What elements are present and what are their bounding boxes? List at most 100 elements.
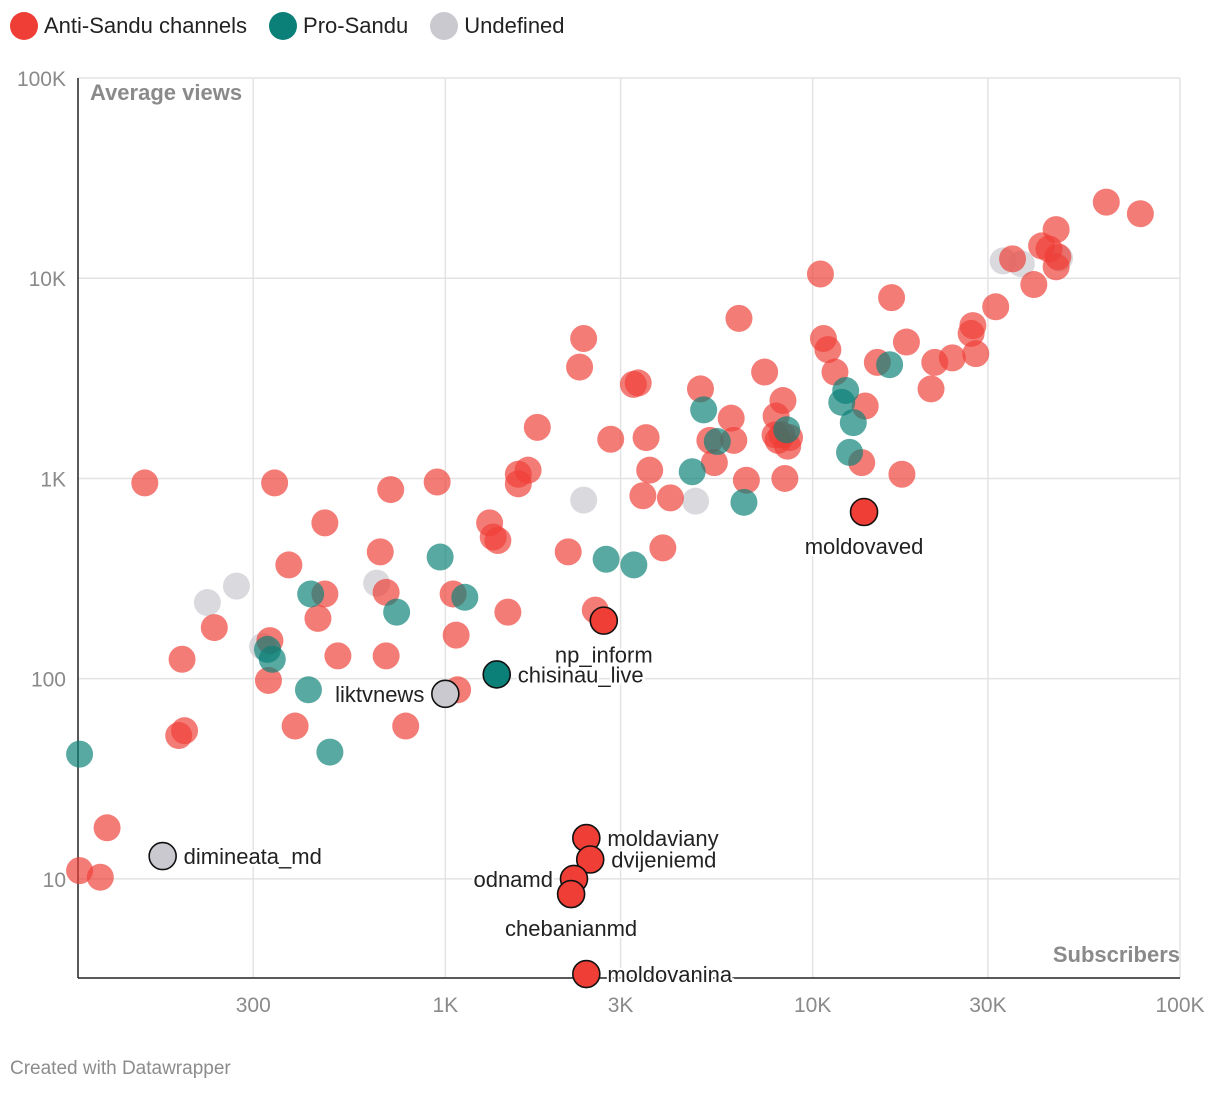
- point-pro: [297, 580, 325, 608]
- x-tick-label: 10K: [794, 994, 831, 1017]
- axes: 300 1K 3K 10K 30K 100K 10 100 1K 10K 100K: [17, 68, 1205, 1017]
- point-pro: [836, 438, 864, 466]
- point-anti: [200, 614, 228, 642]
- point-anti: [494, 598, 522, 626]
- point-anti: [892, 328, 920, 356]
- point-anti: [717, 404, 745, 432]
- point-pro: [773, 416, 801, 444]
- point-anti: [324, 642, 352, 670]
- point-pro: [703, 427, 731, 455]
- point-anti: [570, 325, 598, 353]
- point-anti: [751, 358, 779, 386]
- point-undefined: [682, 487, 710, 515]
- point-dvijeniemd: [575, 845, 605, 874]
- point-anti: [281, 712, 309, 740]
- point-anti: [261, 469, 289, 497]
- legend-item-anti-sandu: Anti-Sandu channels: [10, 12, 247, 40]
- footer-credit: Created with Datawrapper: [10, 1058, 231, 1079]
- legend-dot-undefined: [430, 12, 459, 40]
- x-tick-label: 100K: [1155, 994, 1204, 1017]
- point-np_inform: [589, 606, 619, 635]
- point-anti: [523, 413, 551, 441]
- point-pro: [730, 488, 758, 516]
- point-anti: [423, 468, 451, 496]
- grid: [78, 77, 1181, 978]
- point-anti: [806, 260, 834, 288]
- point-anti: [999, 245, 1027, 273]
- point-chisinau_live: [482, 660, 512, 689]
- point-pro: [383, 598, 411, 626]
- y-axis-label: Average views: [90, 80, 242, 105]
- point-anti: [366, 538, 394, 566]
- point-anti: [597, 425, 625, 453]
- point-anti: [1044, 243, 1072, 271]
- x-tick-label: 30K: [969, 994, 1006, 1017]
- point-anti: [629, 482, 657, 510]
- point-pro: [839, 409, 867, 437]
- point-pro: [426, 543, 454, 571]
- point-pro: [832, 376, 860, 404]
- point-anti: [311, 509, 339, 537]
- point-anti: [732, 466, 760, 494]
- legend-dot-pro-sandu: [269, 12, 298, 40]
- point-anti: [1042, 216, 1070, 244]
- point-anti: [93, 814, 121, 842]
- legend-dot-anti-sandu: [10, 12, 38, 40]
- point-liktvnews: [431, 679, 460, 709]
- legend: Anti-Sandu channels Pro-Sandu Undefined: [10, 12, 587, 40]
- point-anti: [442, 621, 470, 649]
- point-pro: [678, 458, 706, 486]
- label-moldovaved: moldovaved: [805, 534, 924, 559]
- point-anti: [372, 642, 400, 670]
- point-anti: [304, 604, 332, 632]
- point-anti: [656, 484, 684, 512]
- point-anti: [1020, 271, 1048, 299]
- x-tick-label: 1K: [432, 994, 458, 1017]
- point-dimineata_md: [148, 841, 177, 871]
- label-liktvnews: liktvnews: [335, 682, 424, 707]
- point-anti: [1126, 200, 1154, 228]
- point-pro: [294, 676, 322, 704]
- point-anti: [392, 712, 420, 740]
- point-anti: [769, 387, 797, 415]
- point-anti: [917, 375, 945, 403]
- point-pro: [620, 551, 648, 579]
- y-tick-label: 1K: [40, 468, 66, 491]
- point-pro: [316, 738, 344, 766]
- point-anti: [771, 464, 799, 492]
- label-chebanianmd: chebanianmd: [505, 916, 637, 941]
- point-moldovanina: [572, 959, 601, 989]
- label-np_inform: np_inform: [555, 643, 653, 668]
- point-anti: [86, 863, 114, 891]
- point-anti: [131, 469, 159, 497]
- point-anti: [554, 538, 582, 566]
- label-dimineata_md: dimineata_md: [184, 844, 322, 869]
- point-undefined: [193, 589, 221, 617]
- point-anti: [878, 284, 906, 312]
- legend-label-anti-sandu: Anti-Sandu channels: [44, 13, 248, 38]
- x-axis-label: Subscribers: [1053, 942, 1180, 967]
- point-pro: [690, 396, 718, 424]
- legend-item-undefined: Undefined: [430, 12, 565, 40]
- point-anti: [566, 353, 594, 381]
- point-pro: [876, 351, 904, 379]
- y-tick-label: 10K: [29, 268, 66, 291]
- point-pro: [451, 583, 479, 611]
- point-anti: [372, 578, 400, 606]
- point-anti: [66, 857, 94, 885]
- point-anti: [982, 293, 1010, 321]
- point-moldovaved: [849, 497, 879, 527]
- point-undefined: [222, 572, 250, 600]
- point-anti: [649, 534, 677, 562]
- point-anti: [484, 526, 512, 554]
- label-moldovanina: moldovanina: [607, 962, 733, 987]
- scatter-chart: 300 1K 3K 10K 30K 100K 10 100 1K 10K 100K moldovav…: [17, 68, 1205, 1017]
- point-anti: [514, 456, 542, 484]
- x-tick-label: 300: [236, 994, 271, 1017]
- label-moldaviany: moldaviany: [607, 826, 718, 851]
- points-layer: [66, 188, 1154, 891]
- point-anti: [814, 336, 842, 364]
- y-tick-label: 100K: [17, 68, 66, 91]
- point-anti: [254, 666, 282, 694]
